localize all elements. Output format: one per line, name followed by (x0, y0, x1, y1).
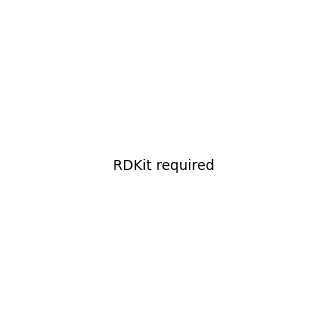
Text: RDKit required: RDKit required (113, 159, 215, 173)
